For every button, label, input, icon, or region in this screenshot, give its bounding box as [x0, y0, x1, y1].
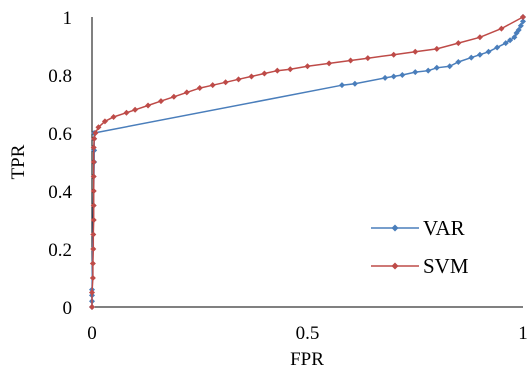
tick-labels: 0 0.5 1 0 0.2 0.4 0.6 0.8 1: [48, 8, 528, 344]
data-point-var: [507, 37, 514, 44]
data-point-svm: [433, 45, 440, 52]
y-tick-label: 0.6: [48, 124, 72, 145]
y-tick-label: 0: [63, 298, 73, 319]
series-layer: [89, 14, 526, 310]
data-point-svm: [132, 106, 139, 113]
x-tick-label: 0.5: [296, 323, 320, 344]
y-tick-label: 0.4: [48, 182, 72, 203]
legend-item-var: VAR: [371, 216, 465, 240]
data-point-var: [425, 67, 432, 74]
data-point-var: [515, 27, 522, 34]
data-point-var: [476, 51, 483, 58]
x-axis-title: FPR: [290, 349, 324, 369]
data-point-svm: [90, 188, 97, 194]
legend: VAR SVM: [371, 216, 469, 278]
data-point-svm: [390, 51, 397, 58]
data-point-svm: [196, 85, 203, 92]
data-point-svm: [89, 260, 96, 267]
legend-label: SVM: [423, 254, 469, 278]
data-point-svm: [455, 40, 462, 47]
data-point-svm: [235, 76, 242, 83]
data-point-svm: [498, 25, 505, 32]
data-point-svm: [209, 82, 216, 89]
data-point-svm: [89, 275, 96, 281]
data-point-svm: [274, 67, 281, 74]
data-point-var: [494, 44, 501, 51]
series-svm: [89, 14, 526, 310]
data-point-svm: [91, 135, 98, 142]
data-point-svm: [412, 48, 419, 55]
legend-marker: [391, 224, 399, 232]
data-point-var: [502, 40, 509, 47]
data-point-svm: [110, 114, 117, 121]
data-point-svm: [304, 63, 311, 70]
data-point-svm: [520, 14, 526, 20]
data-point-svm: [326, 60, 333, 67]
data-point-svm: [90, 246, 97, 252]
x-tick-label: 1: [518, 323, 528, 344]
data-point-svm: [90, 173, 97, 180]
data-point-svm: [287, 66, 294, 73]
data-point-var: [446, 63, 453, 70]
y-tick-label: 1: [63, 8, 73, 29]
legend-marker: [391, 262, 399, 270]
data-point-svm: [248, 73, 255, 80]
data-point-svm: [476, 34, 483, 41]
data-point-svm: [89, 289, 95, 296]
data-point-svm: [170, 93, 177, 100]
data-point-var: [511, 34, 518, 41]
data-point-svm: [157, 98, 164, 105]
data-point-svm: [90, 217, 97, 223]
data-point-svm: [89, 304, 95, 310]
data-point-svm: [95, 124, 102, 131]
data-point-var: [468, 54, 475, 61]
data-point-svm: [145, 102, 152, 109]
data-point-svm: [123, 109, 130, 116]
data-point-svm: [90, 231, 97, 238]
data-point-var: [520, 18, 526, 25]
data-point-var: [338, 82, 345, 89]
data-point-var: [399, 72, 406, 78]
data-point-var: [412, 69, 419, 76]
data-point-svm: [90, 202, 97, 209]
y-tick-label: 0.8: [48, 66, 72, 87]
data-point-svm: [183, 89, 190, 96]
data-point-svm: [92, 130, 99, 136]
data-point-svm: [347, 57, 354, 64]
data-point-var: [517, 22, 524, 29]
data-point-var: [390, 73, 397, 80]
data-point-svm: [90, 144, 97, 151]
data-point-svm: [261, 70, 268, 77]
data-point-var: [433, 64, 440, 71]
legend-label: VAR: [423, 216, 465, 240]
data-point-var: [382, 74, 389, 81]
legend-item-svm: SVM: [371, 254, 469, 278]
data-point-var: [351, 80, 358, 87]
data-point-svm: [222, 79, 229, 86]
data-point-svm: [364, 55, 371, 62]
data-point-svm: [101, 118, 108, 125]
y-tick-label: 0.2: [48, 240, 72, 261]
y-axis-title: TPR: [8, 144, 29, 179]
x-tick-label: 0: [87, 323, 97, 344]
data-point-var: [455, 58, 462, 65]
data-point-svm: [90, 159, 97, 165]
data-point-var: [485, 48, 492, 55]
